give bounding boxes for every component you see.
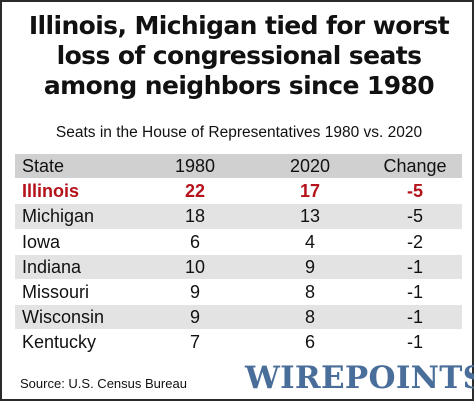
table-row: Michigan 18 13 -5	[15, 204, 462, 230]
table-body: Illinois 22 17 -5 Michigan 18 13 -5 Iowa 6 4 -2 Indi…	[15, 179, 462, 356]
cell-state: Wisconsin	[22, 307, 105, 328]
cell-2020: 4	[304, 231, 315, 252]
cell-change: -5	[406, 206, 423, 227]
table-row: Kentucky 7 6 -1	[15, 330, 462, 356]
cell-1980: 18	[184, 206, 206, 227]
cell-change: -1	[406, 307, 423, 328]
cell-change: -1	[406, 281, 423, 302]
cell-state: Iowa	[22, 231, 61, 252]
cell-2020: 9	[304, 256, 315, 277]
cell-change: -1	[406, 256, 423, 277]
wirepoints-logo: WIREPOINTS	[245, 360, 474, 396]
cell-1980: 22	[184, 181, 206, 202]
table-row: Iowa 6 4 -2	[15, 229, 462, 255]
chart-title: Illinois, Michigan tied for worst loss o…	[2, 11, 474, 101]
cell-1980: 7	[189, 332, 200, 353]
cell-2020: 6	[304, 332, 315, 353]
cell-2020: 17	[299, 181, 321, 202]
cell-1980: 9	[189, 281, 200, 302]
cell-state: Missouri	[22, 281, 90, 302]
cell-change: -2	[406, 231, 423, 252]
header-state: State	[22, 156, 65, 176]
cell-2020: 13	[299, 206, 321, 227]
header-1980: 1980	[174, 156, 216, 176]
cell-2020: 8	[304, 281, 315, 302]
header-2020: 2020	[289, 156, 331, 176]
header-change: Change	[383, 156, 447, 176]
title-line-3: among neighbors since 1980	[43, 71, 435, 100]
table-row: Indiana 10 9 -1	[15, 254, 462, 280]
cell-1980: 9	[189, 307, 200, 328]
table-row: Wisconsin 9 8 -1	[15, 305, 462, 331]
cell-1980: 6	[189, 231, 200, 252]
cell-state: Indiana	[22, 256, 82, 277]
cell-state: Illinois	[22, 181, 80, 202]
title-line-2: loss of congressional seats	[56, 41, 422, 70]
table-row: Illinois 22 17 -5	[15, 179, 462, 205]
cell-2020: 8	[304, 307, 315, 328]
table-header-row: State 1980 2020 Change	[15, 154, 462, 180]
chart-subtitle: Seats in the House of Representatives 19…	[55, 124, 423, 141]
cell-state: Kentucky	[22, 332, 97, 353]
cell-state: Michigan	[22, 206, 95, 227]
source-note: Source: U.S. Census Bureau	[20, 376, 187, 391]
cell-change: -1	[406, 332, 423, 353]
cell-1980: 10	[184, 256, 206, 277]
title-line-1: Illinois, Michigan tied for worst	[28, 11, 450, 40]
table-row: Missouri 9 8 -1	[15, 279, 462, 306]
cell-change: -5	[406, 181, 423, 202]
seats-table: State 1980 2020 Change Illinois 22 17 -5 Mic…	[15, 154, 462, 356]
